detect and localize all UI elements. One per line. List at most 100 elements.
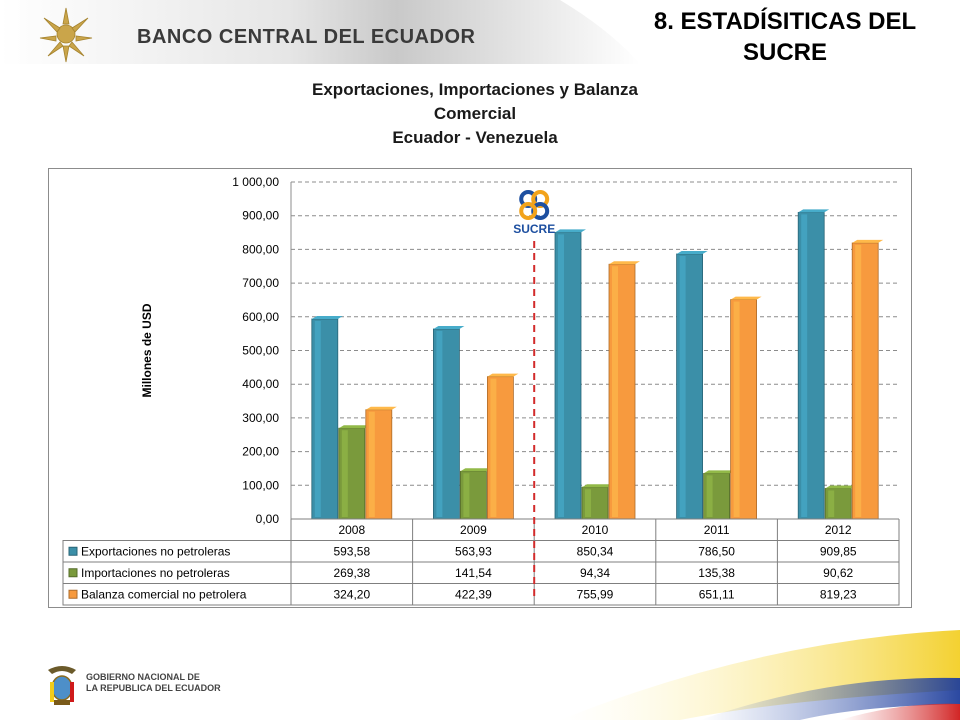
imports-bar bbox=[459, 468, 492, 520]
legend-swatch bbox=[68, 568, 78, 578]
data-value: 422,39 bbox=[455, 587, 492, 601]
chart-title-line3: Ecuador - Venezuela bbox=[392, 128, 558, 147]
y-tick-label: 200,00 bbox=[242, 445, 279, 459]
data-value: 909,85 bbox=[820, 544, 857, 558]
x-category-label: 2008 bbox=[338, 523, 365, 537]
balance-bar-highlight bbox=[368, 411, 375, 517]
exports-bar-top bbox=[676, 250, 708, 254]
y-tick-label: 800,00 bbox=[242, 242, 279, 256]
data-value: 819,23 bbox=[820, 587, 857, 601]
y-tick-label: 900,00 bbox=[242, 209, 279, 223]
balance-bar-highlight bbox=[733, 301, 740, 517]
x-category-label: 2012 bbox=[825, 523, 852, 537]
exports-bar-top bbox=[798, 209, 830, 213]
y-tick-label: 300,00 bbox=[242, 411, 279, 425]
government-label-line1: GOBIERNO NACIONAL DE bbox=[86, 672, 200, 682]
balance-bar-highlight bbox=[490, 378, 497, 517]
y-tick-label: 500,00 bbox=[242, 344, 279, 358]
imports-bar-highlight bbox=[341, 430, 348, 517]
imports-bar-highlight bbox=[463, 473, 470, 517]
y-tick-label: 1 000,00 bbox=[232, 175, 279, 189]
balance-bar-highlight bbox=[855, 244, 862, 517]
data-value: 141,54 bbox=[455, 566, 492, 580]
exports-bar-highlight bbox=[314, 320, 321, 517]
chart-title: Exportaciones, Importaciones y Balanza C… bbox=[230, 78, 720, 150]
balance-bar-top bbox=[730, 296, 762, 300]
data-value: 850,34 bbox=[577, 544, 614, 558]
balance-bar bbox=[365, 406, 397, 520]
imports-bar-highlight bbox=[585, 489, 591, 517]
sucre-logo-text: SUCRE bbox=[513, 222, 555, 236]
legend-entry: Exportaciones no petroleras bbox=[81, 544, 230, 558]
y-tick-label: 700,00 bbox=[242, 276, 279, 290]
data-table: 2008 2009 2010 2011 2012 Exportaciones no pet… bbox=[62, 518, 900, 606]
legend-swatch bbox=[68, 589, 78, 599]
balance-bar-highlight bbox=[612, 266, 618, 517]
legend-entry: Balanza comercial no petrolera bbox=[81, 587, 247, 601]
x-category-label: 2011 bbox=[704, 523, 730, 537]
government-label-line2: LA REPUBLICA DEL ECUADOR bbox=[86, 683, 221, 693]
exports-bar-highlight bbox=[436, 330, 443, 517]
chart-title-line2: Comercial bbox=[433, 104, 517, 123]
y-axis-ticks: 0,00 100,00 200,00 300,00 400,00 500,00 600,00… bbox=[232, 175, 279, 526]
footer-decoration bbox=[560, 630, 960, 720]
bars bbox=[311, 209, 884, 520]
exports-bar bbox=[676, 250, 708, 520]
sucre-logo-petal bbox=[519, 202, 538, 220]
header-background bbox=[0, 0, 640, 64]
imports-bar bbox=[703, 470, 735, 520]
y-axis-label: Millones de USD bbox=[140, 303, 154, 397]
data-value: 324,20 bbox=[333, 587, 370, 601]
bank-name: BANCO CENTRAL DEL ECUADOR bbox=[137, 26, 476, 48]
section-title-line2: SUCRE bbox=[742, 39, 827, 66]
exports-bar-top bbox=[555, 229, 586, 233]
y-tick-label: 400,00 bbox=[242, 377, 279, 391]
sucre-logo: SUCRE bbox=[513, 190, 555, 236]
imports-bar bbox=[581, 484, 613, 520]
balance-bar bbox=[486, 373, 519, 520]
data-value: 593,58 bbox=[333, 544, 370, 558]
ecuador-coat-of-arms-icon bbox=[48, 666, 76, 705]
imports-bar-top bbox=[338, 425, 370, 429]
data-value: 755,99 bbox=[577, 587, 614, 601]
exports-bar bbox=[554, 229, 586, 520]
balance-bar bbox=[851, 239, 884, 520]
government-label: GOBIERNO NACIONAL DE LA REPUBLICA DEL EC… bbox=[86, 672, 221, 694]
exports-bar bbox=[311, 315, 343, 520]
data-value: 94,34 bbox=[580, 566, 610, 580]
balance-bar-top bbox=[609, 261, 640, 265]
x-category-label: 2010 bbox=[582, 523, 609, 537]
section-title: 8. ESTADÍSITICAS DEL SUCRE bbox=[620, 6, 950, 68]
exports-bar-highlight bbox=[801, 214, 808, 517]
bar-chart: 0,00 100,00 200,00 300,00 400,00 500,00 600,00… bbox=[62, 175, 900, 606]
balance-bar bbox=[608, 261, 640, 520]
balance-bar-top bbox=[365, 406, 397, 410]
exports-bar-highlight bbox=[679, 255, 686, 517]
data-value: 90,62 bbox=[823, 566, 853, 580]
legend-entry: Importaciones no petroleras bbox=[81, 566, 230, 580]
header-banner: BANCO CENTRAL DEL ECUADOR bbox=[0, 0, 960, 70]
data-value: 135,38 bbox=[698, 566, 735, 580]
data-value: 786,50 bbox=[698, 544, 735, 558]
x-category-label: 2009 bbox=[460, 523, 487, 537]
condor-emblem-icon bbox=[39, 7, 93, 63]
imports-bar-top bbox=[460, 468, 492, 472]
imports-bar-top bbox=[582, 484, 613, 488]
legend-swatch bbox=[68, 546, 78, 556]
exports-bar bbox=[797, 209, 830, 520]
data-value: 563,93 bbox=[455, 544, 492, 558]
y-tick-label: 100,00 bbox=[242, 478, 279, 492]
chart-title-line1: Exportaciones, Importaciones y Balanza bbox=[312, 80, 638, 99]
exports-bar-top bbox=[311, 315, 343, 319]
imports-bar bbox=[824, 485, 857, 520]
imports-bar-highlight bbox=[828, 490, 835, 517]
imports-bar-top bbox=[703, 470, 735, 474]
y-tick-label: 600,00 bbox=[242, 310, 279, 324]
balance-bar-top bbox=[852, 239, 884, 243]
chart-frame: 0,00 100,00 200,00 300,00 400,00 500,00 600,00… bbox=[48, 168, 912, 608]
balance-bar-top bbox=[487, 373, 519, 377]
section-title-line1: 8. ESTADÍSITICAS DEL bbox=[653, 8, 917, 35]
balance-bar bbox=[730, 296, 762, 520]
exports-bar-highlight bbox=[558, 234, 564, 517]
data-value: 269,38 bbox=[333, 566, 370, 580]
